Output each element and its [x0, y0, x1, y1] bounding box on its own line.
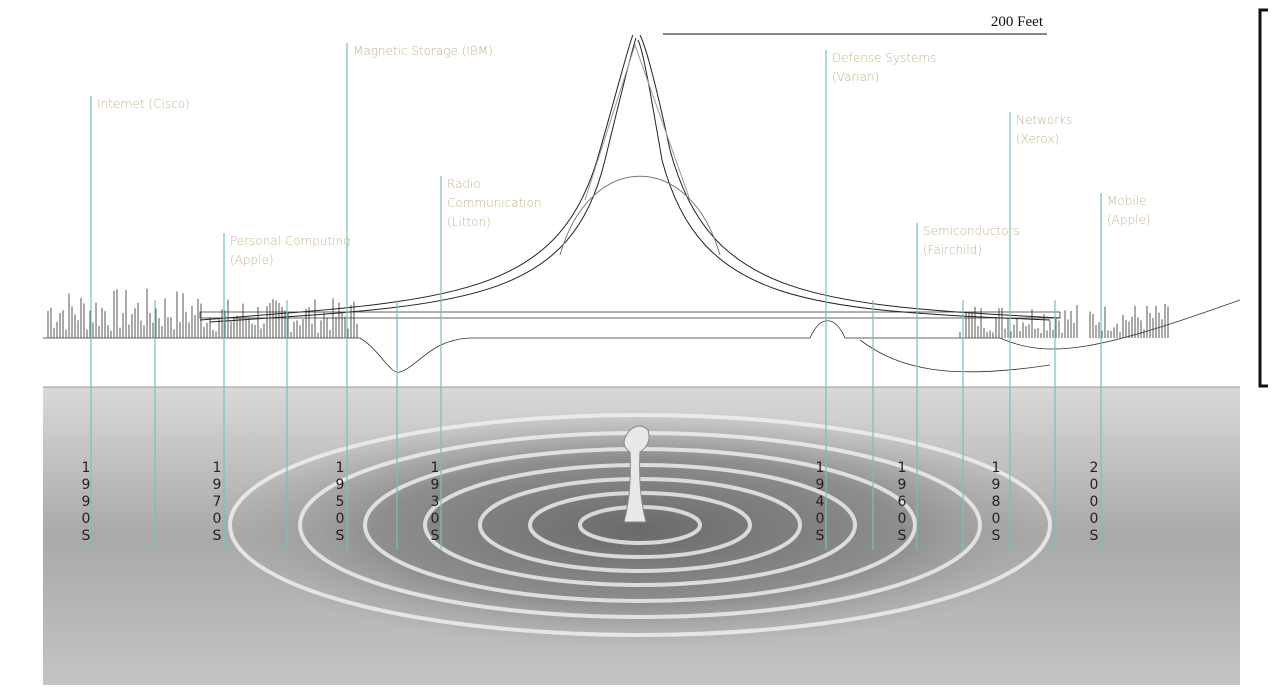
decade: 1950S — [332, 460, 348, 545]
label: Communication — [447, 196, 542, 210]
label: (Varian) — [832, 70, 879, 84]
label: Magnetic Storage (IBM) — [353, 44, 493, 58]
terrain — [43, 299, 1241, 373]
decade: 1970S — [209, 460, 225, 545]
label: (Apple) — [230, 253, 274, 267]
decade: 1940S — [812, 460, 828, 545]
ripples — [228, 413, 1052, 637]
ripple — [228, 413, 1052, 637]
label: Mobile — [1107, 194, 1146, 208]
label: (Apple) — [1107, 213, 1151, 227]
decade: 2000S — [1086, 460, 1102, 545]
label: (Fairchild) — [923, 243, 982, 257]
label: Networks — [1016, 113, 1072, 127]
label: Internet (Cisco) — [97, 97, 190, 111]
label: Personal Computing — [230, 234, 350, 248]
ripple-pool — [210, 410, 1070, 650]
decade: 1980S — [988, 460, 1004, 545]
droplet — [623, 425, 650, 523]
skyline — [47, 288, 1169, 338]
decade: 1990S — [78, 460, 94, 545]
scale-label: 200 Feet — [991, 14, 1044, 30]
label: Radio — [447, 177, 481, 191]
decade: 1930S — [427, 460, 443, 545]
bracket — [1258, 8, 1268, 388]
label: Semiconductors — [923, 224, 1020, 238]
label: Defense Systems — [832, 51, 936, 65]
decade: 1960S — [894, 460, 910, 545]
tower — [199, 34, 1061, 323]
label: (Xerox) — [1016, 132, 1059, 146]
label: (Litton) — [447, 215, 491, 229]
